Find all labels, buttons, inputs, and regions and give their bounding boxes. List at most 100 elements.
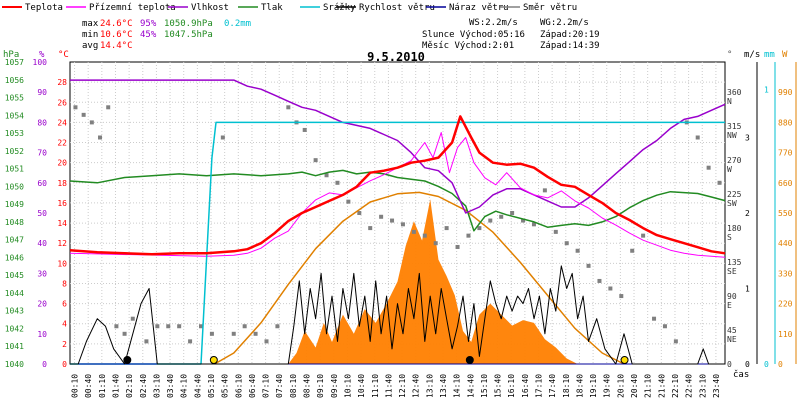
legend-label: Teplota [25, 3, 63, 13]
info-wg: WG:2.2m/s [540, 18, 589, 28]
hpa-tick-label: 1052 [5, 147, 24, 156]
info-moon-rise: Měsíc Východ:2:01 [422, 41, 514, 51]
time-tick-label: 19:40 [603, 374, 612, 398]
wind-dir-point [521, 218, 526, 223]
dir-tick-label: SW [727, 199, 737, 208]
chart-title: 9.5.2010 [367, 50, 425, 64]
wind-dir-point [98, 135, 103, 140]
wind-dir-point [652, 316, 657, 321]
wind-dir-point [324, 173, 329, 178]
pct-tick-label: 50 [37, 209, 47, 218]
time-tick-label: 02:10 [125, 374, 134, 398]
time-tick-label: 15:40 [494, 374, 503, 398]
stats-block: max 24.6°C 95% 1050.9hPa 0.2mm min 10.6°… [82, 19, 251, 51]
series-line-teplota [69, 115, 726, 256]
wind-dir-point [220, 135, 225, 140]
hpa-tick-label: 1043 [5, 307, 24, 316]
time-tick-label: 23:10 [698, 374, 707, 398]
info-moon-set: Západ:14:39 [540, 41, 600, 51]
time-tick-label: 17:10 [535, 374, 544, 398]
time-tick-label: 19:10 [589, 374, 598, 398]
dir-tick-label: 315 [727, 122, 742, 131]
hpa-tick-label: 1057 [5, 58, 24, 67]
stat-min-press: 1047.5hPa [164, 30, 213, 40]
stat-max-hum: 95% [140, 19, 157, 29]
temp-axis-title: °C [58, 50, 69, 60]
wind-dir-point [122, 331, 127, 336]
time-tick-label: 16:40 [521, 374, 530, 398]
time-tick-label: 22:10 [671, 374, 680, 398]
temp-tick-label: 18 [57, 179, 67, 188]
wind-dir-point [177, 324, 182, 329]
dir-tick-label: 225 [727, 190, 742, 199]
hpa-tick-label: 1054 [5, 111, 24, 120]
wind-dir-point [499, 214, 504, 219]
legend-item-teplota: Teplota [2, 3, 63, 13]
pct-tick-label: 80 [37, 118, 47, 127]
dir-tick-label: 270 [727, 156, 742, 165]
sun-set-marker [620, 356, 629, 364]
wind-direction-points [73, 105, 722, 344]
pct-tick-label: 0 [42, 360, 47, 369]
axes: 1040104110421043104410451046104710481049… [5, 58, 797, 398]
legend-label: Rychlost větru [359, 3, 435, 13]
temp-tick-label: 2 [62, 340, 67, 349]
time-tick-label: 13:40 [439, 374, 448, 398]
wind-dir-point [531, 222, 536, 227]
wind-dir-point [586, 263, 591, 268]
wind-dir-point [313, 158, 318, 163]
legend: Teplota Přízemní teplota Vlhkost Tlak Sr… [2, 3, 577, 13]
dir-tick-label: 0 [727, 360, 732, 369]
legend-item-prizemni-teplota: Přízemní teplota [66, 3, 176, 13]
wind-dir-point [275, 324, 280, 329]
wind-dir-point [706, 165, 711, 170]
sol-tick-label: 110 [778, 330, 793, 339]
solar-radiation-fill [288, 199, 578, 364]
dir-tick-label: W [727, 165, 732, 174]
temp-tick-label: 0 [62, 360, 67, 369]
time-tick-label: 20:10 [616, 374, 625, 398]
sol-tick-label: 550 [778, 209, 793, 218]
pct-tick-label: 90 [37, 88, 47, 97]
time-tick-label: 03:10 [152, 374, 161, 398]
wind-dir-point [73, 105, 78, 110]
wind-dir-point [199, 324, 203, 329]
wind-dir-point [575, 248, 580, 253]
time-tick-label: 21:40 [657, 374, 666, 398]
stat-min-temp: 10.6°C [100, 30, 133, 40]
moon-set-marker [465, 356, 474, 364]
wind-tick-label: 1 [745, 285, 750, 294]
dir-tick-label: 180 [727, 224, 742, 233]
legend-item-tlak: Tlak [238, 3, 283, 13]
temp-tick-label: 12 [57, 239, 67, 248]
info-block: WS:2.2m/s WG:2.2m/s Slunce Východ:05:16 … [422, 18, 600, 51]
wind-dir-point [488, 218, 493, 223]
time-tick-label: 12:10 [398, 374, 407, 398]
wind-dir-point [89, 120, 94, 125]
stat-max-temp: 24.6°C [100, 19, 133, 29]
hpa-tick-label: 1044 [5, 289, 24, 298]
hpa-tick-label: 1053 [5, 129, 24, 138]
sol-tick-label: 660 [778, 179, 793, 188]
time-tick-label: 02:40 [139, 374, 148, 398]
hpa-tick-label: 1056 [5, 76, 24, 85]
wind-dir-point [510, 211, 515, 215]
solar-area [288, 199, 578, 364]
moon-rise-marker [123, 356, 132, 364]
wind-dir-point [130, 316, 135, 321]
series-line-prizemni-teplota [69, 132, 726, 258]
time-tick-label: 01:40 [111, 374, 120, 398]
pct-tick-label: 40 [37, 239, 47, 248]
wind-dir-point [357, 211, 362, 215]
wind-dir-point [106, 105, 111, 110]
wind-dir-point [81, 112, 86, 117]
time-tick-label: 08:40 [303, 374, 312, 398]
pct-tick-label: 10 [37, 330, 47, 339]
hpa-tick-label: 1055 [5, 94, 24, 103]
wind-dir-point [553, 229, 558, 234]
time-tick-label: 22:40 [685, 374, 694, 398]
sol-tick-label: 440 [778, 239, 793, 248]
wind-dir-point [242, 324, 247, 329]
stat-avg-temp: 14.4°C [100, 41, 133, 51]
